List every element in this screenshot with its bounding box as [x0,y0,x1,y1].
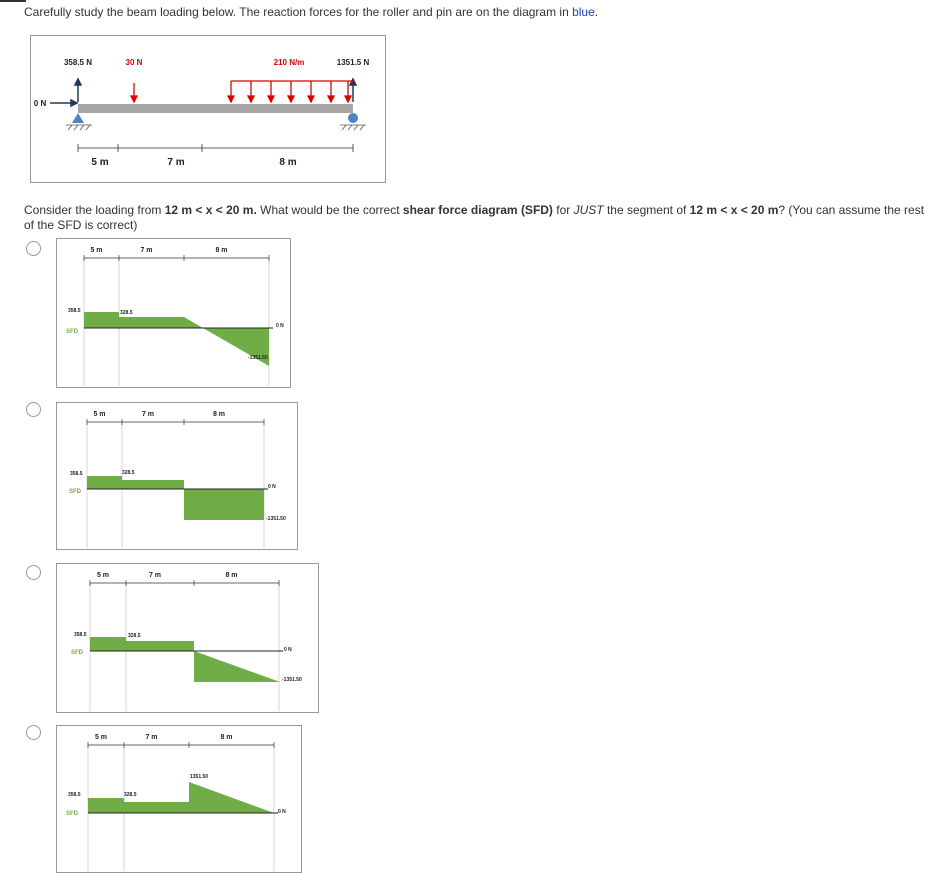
q-text: for [552,203,574,217]
sfd-area [203,328,269,366]
sfd-area [124,802,189,813]
value-label: 0 N [278,809,286,815]
dimension-line [77,144,354,152]
value-label: 358.5 [74,632,87,638]
span-label: 8 m [279,157,296,168]
value-label: 358.5 [68,308,81,314]
q-text: ? (You can assume the rest of the SFD is… [24,203,925,232]
span-label: 8 m [225,572,237,579]
value-label: 328.5 [122,470,135,476]
value-label: 328.5 [120,310,133,316]
sfd-area [189,782,274,813]
q-bold: shear force diagram (SFD) [402,203,553,217]
value-label: -1351.50 [248,355,268,361]
sfd-option[interactable]: 5 m 7 m 8 m SFD 358.5 328.5 0 N -1351.50 [56,563,319,713]
sfd-area [90,637,126,651]
sfd-option[interactable]: 5 m 7 m 8 m SFD 358.5 328.5 1351.50 0 N [56,725,302,873]
span-label: 5 m [90,247,102,254]
sfd-area [87,476,122,489]
value-label: 328.5 [124,792,137,798]
span-label: 7 m [142,411,154,418]
value-label: 0 N [268,484,276,490]
beam-diagram: 358.5 N 30 N 210 N/m 1351.5 N 0 N 5 m 7 … [30,35,386,183]
value-label: 358.5 [70,471,83,477]
left-reaction: 358.5 N [64,58,92,67]
sfd-area [194,651,280,682]
value-label: 358.5 [68,792,81,798]
sfd-area [122,480,184,489]
pin-support [72,113,84,123]
sfd-area [119,317,184,328]
radio-button[interactable] [26,241,41,256]
value-label: 0 N [284,647,292,653]
span-label: 8 m [220,734,232,741]
q-text: Consider the loading from [24,203,165,217]
q-text: What would be the correct [256,203,403,217]
q-bold: 12 m < x < 20 m. [164,203,257,217]
span-label: 8 m [213,411,225,418]
value-label: 1351.50 [190,774,208,780]
right-reaction: 1351.5 N [337,58,370,67]
axis-label: SFD [66,329,79,335]
reaction-arrows [50,77,358,108]
beam [78,104,353,113]
span-label: 5 m [95,734,107,741]
point-load: 30 N [126,58,143,67]
intro-highlight: blue [572,5,595,19]
ground-hatch [66,124,366,131]
value-label: 0 N [276,323,284,329]
span-label: 5 m [93,411,105,418]
radio-button[interactable] [26,402,41,417]
span-label: 7 m [140,247,152,254]
span-label: 5 m [91,157,108,168]
span-label: 7 m [145,734,157,741]
span-label: 7 m [149,572,161,579]
radio-button[interactable] [26,565,41,580]
q-bold: 12 m < x < 20 m [689,203,779,217]
top-bar [0,0,26,2]
roller-support [348,113,358,123]
value-label: -1351.50 [282,677,302,683]
value-label: -1351.50 [266,516,286,522]
q-italic: JUST [573,203,604,217]
load-arrows [129,80,353,104]
radio-button[interactable] [26,725,41,740]
sfd-area [126,641,194,651]
intro-text: Carefully study the beam loading below. … [24,5,573,19]
intro: Carefully study the beam loading below. … [24,5,598,19]
q-text: the segment of [603,203,690,217]
intro-end: . [594,5,599,19]
axis-label: SFD [69,489,82,495]
axis-label: SFD [66,811,79,817]
axis-label: SFD [71,650,84,656]
question: Consider the loading from 12 m < x < 20 … [24,203,934,233]
span-label: 5 m [97,572,109,579]
value-label: 328.5 [128,633,141,639]
span-label: 7 m [167,157,184,168]
sfd-option[interactable]: 5 m 7 m 8 m SFD 358.5 328.5 0 N -1351.50 [56,402,298,550]
span-label: 8 m [215,247,227,254]
horizontal-reaction: 0 N [34,99,47,108]
sfd-area [184,489,264,520]
sfd-area [184,317,203,328]
distributed-load: 210 N/m [274,58,305,67]
sfd-area [88,798,124,813]
sfd-area [84,312,119,328]
sfd-option[interactable]: 5 m 7 m 8 m SFD 358.5 328.5 0 N -1351.50 [56,238,291,388]
